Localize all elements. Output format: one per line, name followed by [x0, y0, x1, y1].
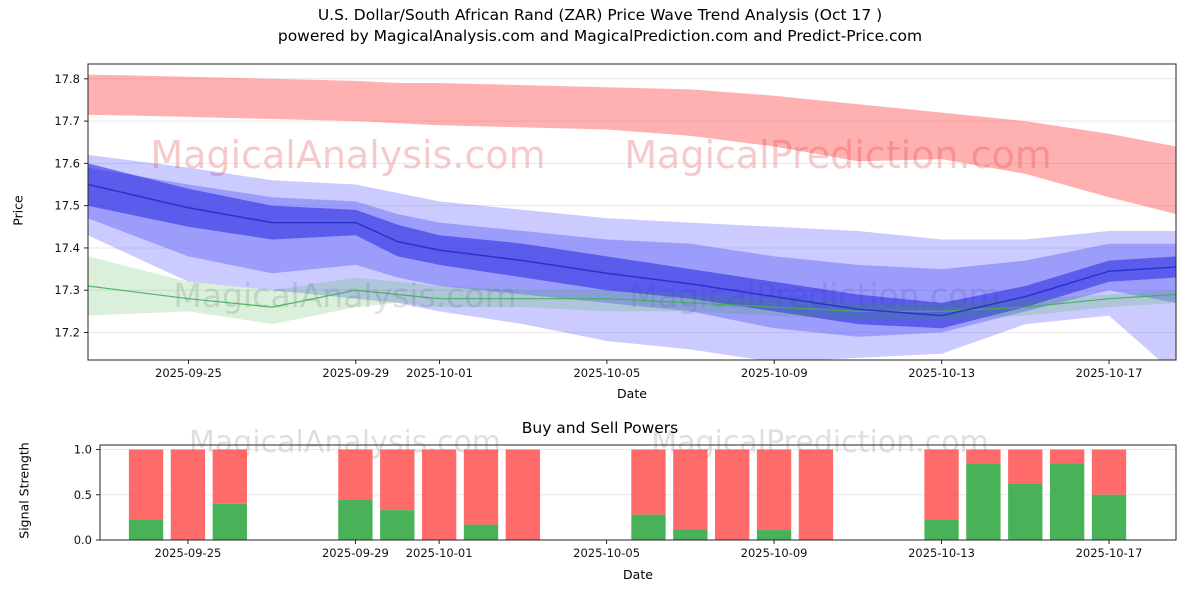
y-tick-label: 17.4	[54, 241, 80, 255]
x-tick-label: 2025-10-01	[406, 546, 473, 560]
x-tick-label: 2025-10-17	[1076, 366, 1143, 380]
forecast-band-blue-mid	[88, 167, 1176, 337]
sell-power-bar	[715, 449, 750, 540]
buy_sell_powers-plot-border	[99, 444, 1177, 541]
trend-line-green	[88, 285, 1176, 312]
sell-power-bar	[1091, 449, 1127, 495]
buy-power-bar	[966, 464, 1001, 540]
sell-power-bar	[1049, 449, 1085, 464]
resistance-band-red	[88, 74, 1176, 215]
trend-line-blue	[88, 183, 1176, 317]
x-tick-label: 2025-09-25	[155, 546, 222, 560]
sell-power-bar	[1008, 449, 1043, 484]
price-date-axis-label: Date	[617, 386, 647, 401]
sell-power-bar	[338, 449, 373, 500]
watermark-prediction: MagicalPrediction.com	[624, 133, 1052, 177]
x-tick-label: 2025-10-09	[741, 546, 808, 560]
x-tick-label: 2025-10-17	[1076, 546, 1143, 560]
sell-power-bar	[798, 449, 834, 540]
y-tick-label: 1.0	[74, 443, 92, 457]
watermark-analysis: MagicalAnalysis.com	[173, 276, 516, 315]
y-tick-label: 17.3	[54, 283, 80, 297]
buy-power-bar	[128, 519, 164, 540]
buy-power-bar	[338, 499, 373, 540]
sell-power-bar	[505, 449, 541, 540]
price-plot-area: MagicalAnalysis.com MagicalPrediction.com…	[88, 74, 1176, 360]
chart-title: U.S. Dollar/South African Rand (ZAR) Pri…	[317, 6, 883, 24]
price-axis-label: Price	[10, 195, 26, 226]
y-tick-label: 17.5	[54, 199, 80, 213]
x-tick-label: 2025-10-01	[406, 366, 473, 380]
sell-power-bar	[756, 449, 792, 531]
x-tick-label: 2025-09-25	[155, 366, 222, 380]
y-tick-label: 17.2	[54, 326, 80, 340]
buy-power-bar	[463, 524, 499, 540]
powers-date-axis-label: Date	[623, 567, 653, 582]
sell-power-bar	[631, 449, 666, 515]
sell-power-bar	[421, 449, 457, 540]
watermark-analysis: MagicalAnalysis.com	[150, 133, 545, 177]
buy-power-bar	[1091, 494, 1127, 540]
sell-power-bar	[170, 449, 206, 540]
price_wave-plot-border	[87, 63, 1177, 361]
buy-power-bar	[924, 519, 959, 540]
y-tick-label: 17.7	[54, 114, 80, 128]
buy-power-bar	[380, 510, 415, 540]
x-tick-label: 2025-10-05	[573, 546, 640, 560]
x-tick-label: 2025-09-29	[322, 366, 389, 380]
buy-power-bar	[756, 530, 792, 540]
x-tick-label: 2025-10-05	[573, 366, 640, 380]
y-tick-label: 0.5	[74, 488, 92, 502]
buy-power-bar	[1008, 483, 1043, 540]
x-tick-label: 2025-10-13	[908, 546, 975, 560]
support-band-green	[88, 256, 1176, 325]
y-tick-label: 17.6	[54, 156, 80, 170]
y-tick-label: 0.0	[74, 533, 92, 547]
sell-power-bar	[966, 449, 1001, 464]
signal-strength-axis-label: Signal Strength	[16, 442, 32, 539]
buy-power-bar	[1049, 463, 1085, 540]
powers-chart-title: Buy and Sell Powers	[521, 419, 679, 437]
x-tick-label: 2025-10-13	[908, 366, 975, 380]
y-tick-label: 17.8	[54, 72, 80, 86]
chart-subtitle: powered by MagicalAnalysis.com and Magic…	[277, 27, 923, 45]
sell-power-bar	[128, 449, 164, 520]
sell-power-bar	[463, 449, 499, 525]
sell-power-bar	[380, 449, 415, 511]
x-tick-label: 2025-09-29	[322, 546, 389, 560]
buy-power-bar	[212, 503, 247, 540]
sell-power-bar	[212, 449, 247, 504]
sell-power-bar	[673, 449, 708, 530]
x-tick-label: 2025-10-09	[741, 366, 808, 380]
buy-power-bar	[673, 529, 708, 540]
buy-power-bar	[631, 514, 666, 540]
sell-power-bar	[924, 449, 959, 520]
